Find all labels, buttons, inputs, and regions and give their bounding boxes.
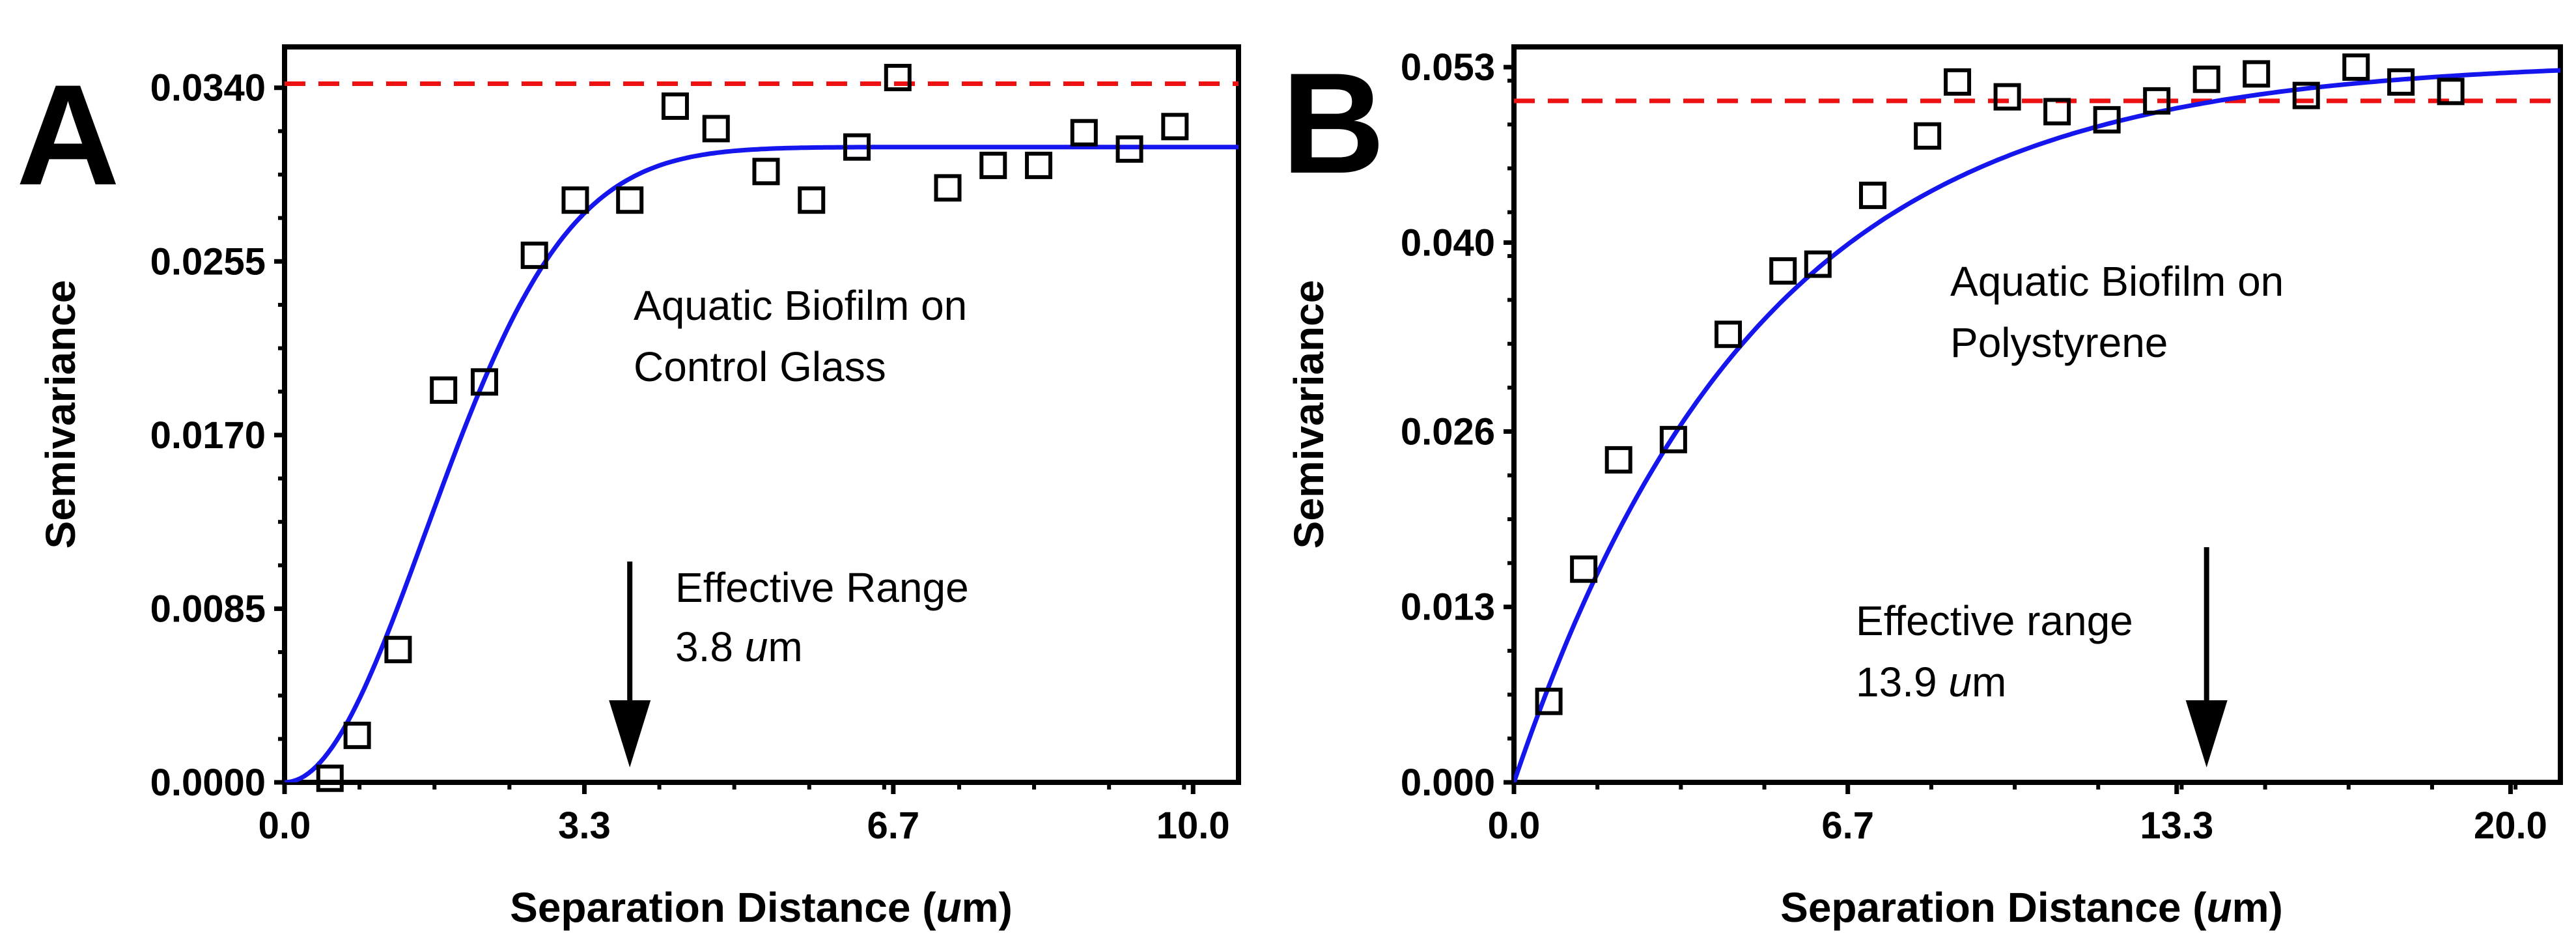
y-tick-label-b: 0.013	[1401, 586, 1495, 629]
data-point-a	[934, 174, 962, 202]
effective-range-value-a: 3.8 um	[675, 623, 803, 670]
data-point-b	[1993, 83, 2021, 111]
range-arrow-a	[609, 562, 651, 767]
sample-label-b-line2: Polystyrene	[1950, 319, 2168, 366]
data-point-a	[1025, 151, 1053, 179]
chart-panel-a: 0.0000 0.0085 0.0170 0.0255 0.0340 0.0 3.3 6.7 1…	[37, 44, 1241, 931]
y-tick-label-b: 0.053	[1401, 46, 1495, 89]
y-tick-label-a: 0.0170	[150, 414, 266, 457]
plot-frame-a	[282, 44, 1241, 785]
y-tick-label-b: 0.000	[1401, 762, 1495, 804]
plot-frame-b	[1511, 44, 2563, 785]
data-point-a	[616, 186, 644, 214]
data-point-a	[1070, 119, 1098, 147]
y-tick-label-b: 0.040	[1401, 221, 1495, 264]
sample-label-b-line1: Aquatic Biofilm on	[1950, 258, 2284, 305]
data-point-a	[1115, 135, 1143, 163]
data-point-a	[884, 64, 912, 92]
data-point-b	[1804, 250, 1832, 278]
axis-ticks-b: 0.000 0.013 0.026 0.040 0.053 0.0 6.7 13.3 20.0	[1401, 46, 2547, 847]
fit-curve-b	[1514, 68, 2560, 782]
x-tick-label-a: 0.0	[259, 805, 311, 847]
y-tick-label-b: 0.026	[1401, 410, 1495, 453]
sample-label-a-line2: Control Glass	[634, 343, 886, 390]
x-tick-label-a: 3.3	[558, 805, 611, 847]
y-tick-label-a: 0.0255	[150, 240, 266, 283]
data-point-a	[561, 186, 589, 214]
arrow-head-a	[609, 700, 651, 767]
x-tick-label-b: 6.7	[1821, 805, 1874, 847]
data-point-b	[2093, 106, 2121, 134]
panel-letter-a: A	[16, 55, 120, 215]
effective-range-label-b: Effective range	[1856, 597, 2133, 644]
data-point-a	[843, 133, 871, 161]
data-point-a	[520, 241, 548, 269]
x-tick-label-a: 10.0	[1156, 805, 1230, 847]
panel-letter-b: B	[1281, 43, 1385, 203]
data-point-a	[661, 92, 689, 120]
data-points-a	[316, 64, 1189, 792]
data-point-b	[1944, 68, 1972, 96]
x-tick-label-b: 0.0	[1488, 805, 1541, 847]
data-point-a	[752, 158, 780, 186]
data-point-b	[1570, 555, 1598, 583]
data-point-b	[1769, 257, 1797, 285]
data-point-b	[2243, 60, 2271, 88]
data-point-b	[2387, 68, 2415, 96]
data-point-b	[1535, 687, 1563, 715]
data-point-a	[343, 721, 371, 749]
data-point-a	[316, 764, 344, 792]
data-point-b	[2043, 98, 2071, 126]
y-tick-label-a: 0.0000	[150, 762, 266, 804]
x-axis-title-b: Separation Distance (um)	[1780, 884, 2283, 931]
data-point-b	[2342, 53, 2370, 81]
arrow-head-b	[2185, 700, 2228, 767]
data-point-a	[798, 186, 826, 214]
y-axis-title-a: Semivariance	[37, 280, 84, 549]
data-point-b	[2143, 87, 2171, 115]
axis-ticks-a: 0.0000 0.0085 0.0170 0.0255 0.0340 0.0 3.3 6.7 1…	[150, 67, 1230, 847]
x-axis-title-a: Separation Distance (um)	[510, 884, 1013, 931]
sample-label-a-line1: Aquatic Biofilm on	[634, 282, 967, 329]
data-point-b	[1659, 425, 1687, 453]
y-tick-label-a: 0.0085	[150, 588, 266, 630]
data-point-b	[2192, 65, 2220, 93]
data-point-b	[2292, 81, 2320, 109]
effective-range-value-b: 13.9 um	[1856, 659, 2006, 705]
data-point-b	[1604, 446, 1632, 474]
effective-range-label-a: Effective Range	[675, 564, 969, 611]
x-tick-label-b: 20.0	[2474, 805, 2547, 847]
fit-curve-a	[285, 145, 1239, 782]
data-point-a	[979, 151, 1007, 179]
data-point-a	[1161, 113, 1189, 141]
y-tick-label-a: 0.0340	[150, 67, 266, 109]
x-tick-label-a: 6.7	[867, 805, 919, 847]
data-point-b	[1858, 181, 1886, 209]
x-tick-label-b: 13.3	[2140, 805, 2213, 847]
data-points-b	[1535, 53, 2465, 715]
data-point-b	[2437, 78, 2465, 106]
data-point-a	[384, 636, 412, 664]
data-point-a	[430, 376, 458, 404]
data-point-a	[470, 368, 498, 396]
data-point-b	[1914, 122, 1942, 150]
y-axis-title-b: Semivariance	[1285, 280, 1332, 549]
data-point-b	[1715, 320, 1743, 349]
range-arrow-b	[2185, 547, 2228, 767]
data-point-a	[702, 115, 730, 143]
